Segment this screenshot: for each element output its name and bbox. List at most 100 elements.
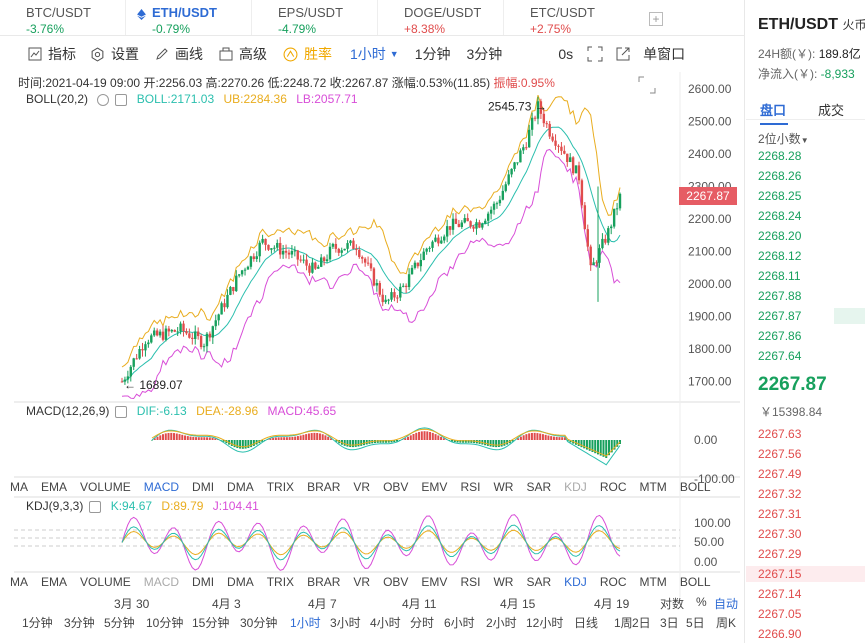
indicator-dmi-button[interactable]: DMI	[192, 575, 215, 589]
period-button[interactable]: 6小时	[444, 616, 475, 630]
indicator-button[interactable]: 指标	[28, 44, 76, 64]
ask-price[interactable]: 2267.87	[758, 309, 802, 323]
indicator-emv-button[interactable]: EMV	[421, 575, 448, 589]
expand-icon[interactable]	[637, 75, 657, 95]
gear-icon[interactable]	[89, 500, 102, 513]
indicator-emv-button[interactable]: EMV	[421, 480, 448, 494]
indicator-ema-button[interactable]: EMA	[41, 480, 68, 494]
period-button[interactable]: 周K	[716, 616, 737, 630]
indicator-dma-button[interactable]: DMA	[227, 575, 254, 589]
bid-price[interactable]: 2267.29	[758, 547, 802, 561]
bid-price[interactable]: 2267.05	[758, 607, 802, 621]
interval-1m-button[interactable]: 1分钟	[415, 44, 451, 64]
single-window-button[interactable]: 单窗口	[643, 44, 685, 64]
indicator-boll-button[interactable]: BOLL	[679, 480, 711, 494]
bid-price[interactable]: 2266.90	[758, 627, 802, 641]
indicator-sar-button[interactable]: SAR	[526, 575, 552, 589]
period-button[interactable]: 2小时	[486, 616, 517, 630]
kline-chart[interactable]: 2600.002500.002400.002300.002200.002100.…	[0, 72, 745, 597]
bid-price[interactable]: 2267.15	[758, 567, 802, 581]
ask-price[interactable]: 2268.11	[758, 269, 801, 283]
indicator-rsi-button[interactable]: RSI	[460, 575, 481, 589]
indicator-brar-button[interactable]: BRAR	[307, 575, 341, 589]
fullscreen-button[interactable]	[587, 46, 609, 62]
auto-scale-button[interactable]: 自动	[714, 597, 739, 611]
tab-eps[interactable]: EPS/USDT -4.79%	[252, 0, 378, 36]
indicator-macd-button[interactable]: MACD	[143, 480, 180, 494]
indicator-vr-button[interactable]: VR	[353, 575, 371, 589]
interval-select[interactable]: 1小时 ▼	[350, 44, 399, 64]
indicator-trix-button[interactable]: TRIX	[266, 480, 295, 494]
indicator-wr-button[interactable]: WR	[493, 480, 514, 494]
ask-price[interactable]: 2268.26	[758, 169, 802, 183]
indicator-vr-button[interactable]: VR	[353, 480, 371, 494]
bid-price[interactable]: 2267.31	[758, 507, 802, 521]
bid-price[interactable]: 2267.56	[758, 447, 802, 461]
add-tab-button[interactable]: +	[649, 12, 663, 26]
tab-eth[interactable]: ETH/USDT -0.79%	[126, 0, 252, 36]
indicator-kdj-button[interactable]: KDJ	[564, 575, 587, 589]
period-button[interactable]: 12小时	[526, 616, 564, 630]
period-button[interactable]: 3日	[660, 616, 679, 630]
indicator-trix-button[interactable]: TRIX	[266, 575, 295, 589]
ask-price[interactable]: 2268.25	[758, 189, 802, 203]
interval-3m-button[interactable]: 3分钟	[467, 44, 503, 64]
bid-price[interactable]: 2267.49	[758, 467, 802, 481]
indicator-obv-button[interactable]: OBV	[383, 575, 409, 589]
period-button[interactable]: 2日	[632, 616, 651, 630]
ask-price[interactable]: 2268.24	[758, 209, 802, 223]
advanced-button[interactable]: 高级	[219, 44, 267, 64]
indicator-ma-button[interactable]: MA	[10, 480, 28, 494]
log-scale-button[interactable]: 对数	[660, 597, 685, 611]
tab-etc[interactable]: ETC/USDT +2.75%	[504, 0, 630, 36]
ask-price[interactable]: 2267.88	[758, 289, 802, 303]
countdown-button[interactable]: 0s	[558, 46, 573, 62]
indicator-ma-button[interactable]: MA	[10, 575, 28, 589]
period-button[interactable]: 日线	[574, 616, 599, 630]
indicator-kdj-button[interactable]: KDJ	[564, 480, 587, 494]
period-button[interactable]: 1分钟	[22, 616, 53, 630]
indicator-volume-button[interactable]: VOLUME	[80, 480, 131, 494]
indicator-ema-button[interactable]: EMA	[41, 575, 68, 589]
period-button[interactable]: 1周	[614, 616, 633, 630]
indicator-boll-button[interactable]: BOLL	[679, 575, 711, 589]
popout-button[interactable]	[615, 46, 637, 62]
bid-price[interactable]: 2267.32	[758, 487, 802, 501]
ask-price[interactable]: 2268.20	[758, 229, 802, 243]
winrate-button[interactable]: 胜率	[283, 44, 332, 64]
indicator-dmi-button[interactable]: DMI	[192, 480, 215, 494]
indicator-mtm-button[interactable]: MTM	[639, 575, 667, 589]
percent-scale-button[interactable]: %	[696, 595, 707, 609]
indicator-dma-button[interactable]: DMA	[227, 480, 254, 494]
draw-button[interactable]: 画线	[155, 44, 203, 64]
period-button[interactable]: 30分钟	[240, 616, 278, 630]
indicator-brar-button[interactable]: BRAR	[307, 480, 341, 494]
settings-button[interactable]: 设置	[90, 44, 139, 64]
tab-doge[interactable]: DOGE/USDT +8.38%	[378, 0, 504, 36]
indicator-rsi-button[interactable]: RSI	[460, 480, 481, 494]
decimals-select[interactable]: 2位小数▼	[758, 130, 809, 147]
indicator-volume-button[interactable]: VOLUME	[80, 575, 131, 589]
indicator-mtm-button[interactable]: MTM	[639, 480, 667, 494]
gear-icon[interactable]	[115, 93, 128, 106]
period-button[interactable]: 15分钟	[192, 616, 230, 630]
period-button[interactable]: 5日	[686, 616, 705, 630]
gear-icon[interactable]	[115, 405, 128, 418]
period-button[interactable]: 10分钟	[146, 616, 184, 630]
period-button[interactable]: 1小时	[290, 616, 321, 630]
eye-icon[interactable]	[97, 93, 110, 106]
indicator-sar-button[interactable]: SAR	[526, 480, 552, 494]
indicator-macd-button[interactable]: MACD	[143, 575, 180, 589]
period-button[interactable]: 3分钟	[64, 616, 95, 630]
period-button[interactable]: 3小时	[330, 616, 361, 630]
bid-price[interactable]: 2267.14	[758, 587, 802, 601]
period-button[interactable]: 分时	[410, 616, 435, 630]
tab-btc[interactable]: BTC/USDT -3.76%	[0, 0, 126, 36]
ask-price[interactable]: 2267.86	[758, 329, 802, 343]
tab-trades[interactable]: 成交	[818, 103, 845, 118]
bid-price[interactable]: 2267.63	[758, 427, 802, 441]
indicator-roc-button[interactable]: ROC	[599, 575, 627, 589]
period-button[interactable]: 4小时	[370, 616, 401, 630]
indicator-wr-button[interactable]: WR	[493, 575, 514, 589]
bid-price[interactable]: 2267.30	[758, 527, 802, 541]
